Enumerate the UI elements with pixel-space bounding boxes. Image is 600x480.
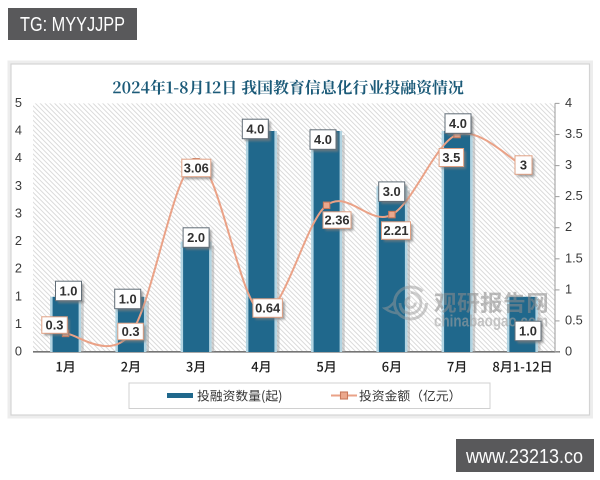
svg-text:3.5: 3.5 [565, 126, 583, 141]
svg-text:2.36: 2.36 [324, 212, 349, 227]
svg-text:0.5: 0.5 [565, 312, 583, 327]
svg-text:4: 4 [565, 95, 572, 110]
svg-text:3: 3 [15, 178, 22, 193]
svg-text:2: 2 [15, 261, 22, 276]
svg-text:3: 3 [565, 157, 572, 172]
svg-text:2: 2 [15, 233, 22, 248]
svg-text:2.5: 2.5 [565, 188, 583, 203]
svg-text:5: 5 [15, 95, 22, 110]
svg-text:1: 1 [15, 288, 22, 303]
svg-text:1: 1 [565, 281, 572, 296]
svg-text:0.3: 0.3 [46, 317, 64, 332]
svg-text:1.0: 1.0 [60, 283, 78, 298]
svg-text:1.0: 1.0 [519, 323, 537, 338]
svg-text:TG: MYYJJPP: TG: MYYJJPP [20, 14, 125, 36]
svg-text:2: 2 [565, 219, 572, 234]
svg-text:0.3: 0.3 [122, 324, 140, 339]
svg-text:0.64: 0.64 [255, 300, 281, 315]
svg-text:1: 1 [15, 316, 22, 331]
svg-text:www.23213.co: www.23213.co [465, 446, 583, 468]
svg-text:3: 3 [15, 205, 22, 220]
svg-text:2.0: 2.0 [187, 230, 205, 245]
svg-text:0: 0 [565, 344, 572, 359]
svg-text:4.0: 4.0 [246, 121, 264, 136]
svg-text:1.5: 1.5 [565, 250, 583, 265]
svg-text:3.06: 3.06 [184, 160, 209, 175]
svg-text:4: 4 [15, 123, 22, 138]
svg-text:4: 4 [15, 150, 22, 165]
svg-text:4.0: 4.0 [449, 116, 467, 131]
svg-text:3.0: 3.0 [383, 184, 401, 199]
svg-text:2.21: 2.21 [383, 223, 408, 238]
svg-text:3.5: 3.5 [442, 150, 460, 165]
svg-text:1.0: 1.0 [119, 291, 137, 306]
svg-text:3: 3 [520, 157, 527, 172]
svg-text:0: 0 [15, 344, 22, 359]
svg-text:4.0: 4.0 [314, 132, 332, 147]
